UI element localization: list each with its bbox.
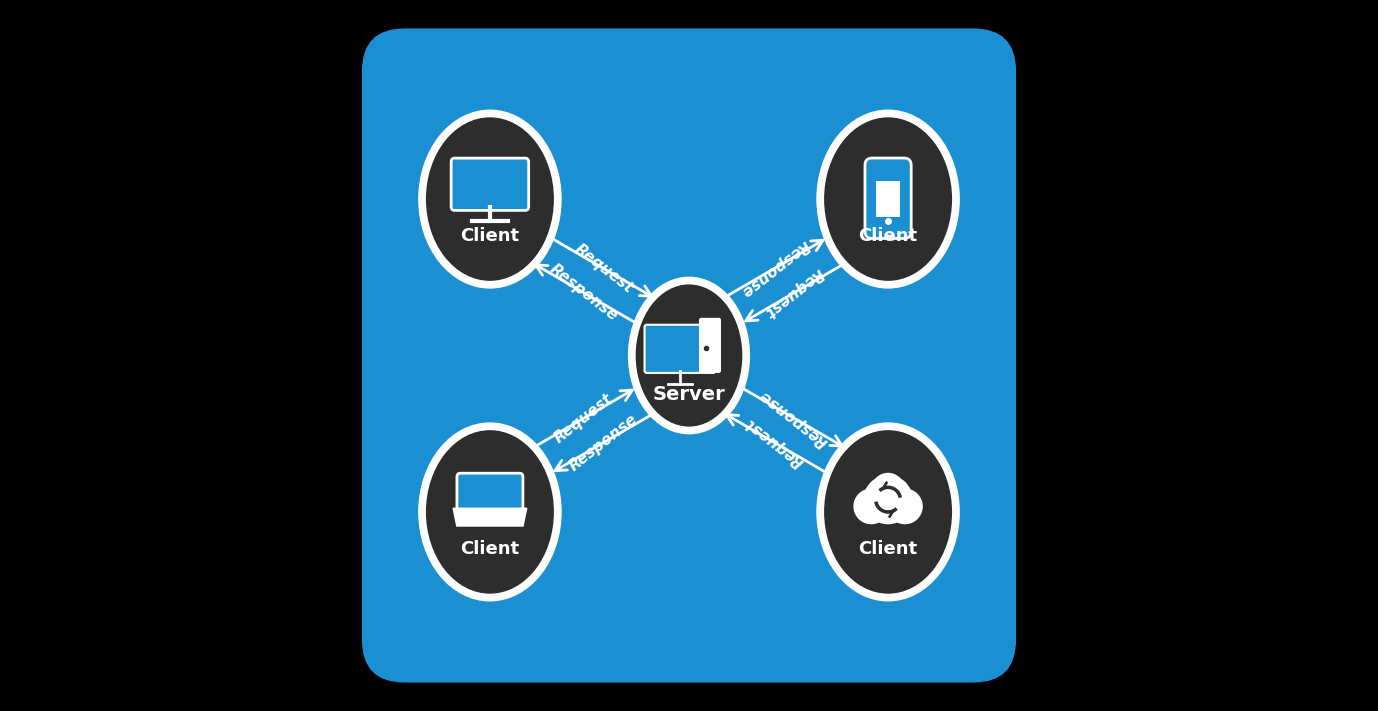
- Ellipse shape: [630, 278, 748, 433]
- Ellipse shape: [824, 117, 952, 281]
- Text: Response: Response: [547, 262, 621, 324]
- Text: Request: Request: [762, 265, 827, 321]
- Bar: [876, 181, 900, 217]
- FancyBboxPatch shape: [457, 474, 522, 512]
- Text: Server: Server: [653, 385, 725, 404]
- Ellipse shape: [426, 430, 554, 594]
- Text: Response: Response: [737, 237, 812, 299]
- Text: Response: Response: [757, 387, 831, 449]
- FancyBboxPatch shape: [451, 158, 529, 210]
- Circle shape: [864, 475, 912, 524]
- Text: Client: Client: [460, 540, 520, 557]
- FancyBboxPatch shape: [362, 28, 1016, 683]
- Text: Client: Client: [858, 540, 918, 557]
- Ellipse shape: [419, 111, 561, 287]
- Ellipse shape: [419, 424, 561, 600]
- Circle shape: [871, 473, 905, 506]
- FancyBboxPatch shape: [700, 319, 721, 373]
- Polygon shape: [453, 508, 526, 526]
- Ellipse shape: [635, 284, 743, 427]
- Text: Request: Request: [572, 241, 635, 296]
- Text: Response: Response: [566, 412, 641, 474]
- Circle shape: [853, 488, 889, 524]
- FancyBboxPatch shape: [645, 325, 715, 373]
- Text: Request: Request: [743, 415, 806, 470]
- Circle shape: [887, 488, 923, 524]
- Ellipse shape: [817, 424, 959, 600]
- Circle shape: [865, 481, 893, 508]
- Ellipse shape: [426, 117, 554, 281]
- Ellipse shape: [817, 111, 959, 287]
- FancyBboxPatch shape: [865, 158, 911, 238]
- Ellipse shape: [824, 430, 952, 594]
- Circle shape: [883, 481, 911, 508]
- Text: Client: Client: [858, 227, 918, 245]
- Text: Client: Client: [460, 227, 520, 245]
- Text: Request: Request: [551, 390, 616, 446]
